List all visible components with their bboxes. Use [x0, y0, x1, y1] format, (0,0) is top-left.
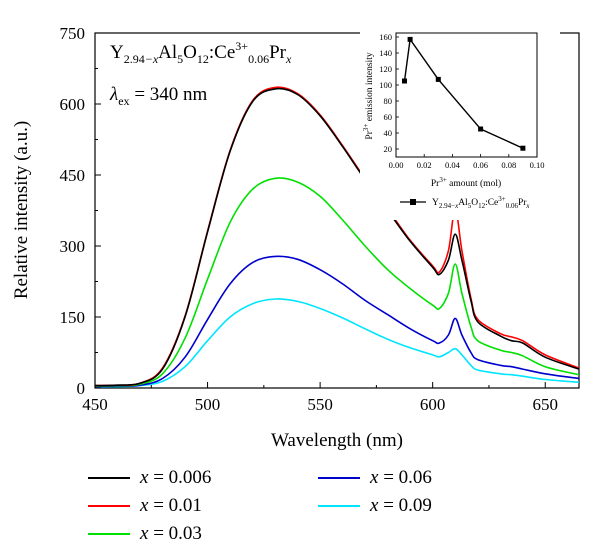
inset-y-tick-label: 120: [379, 64, 392, 74]
legend: x = 0.006 x = 0.01 x = 0.03 x = 0.06 x =…: [0, 462, 600, 552]
series-line-0.03: [94, 177, 580, 387]
legend-item-0.06: x = 0.06: [318, 466, 432, 490]
inset-x-tick-label: 0.00: [389, 160, 404, 170]
legend-swatch: [318, 505, 360, 507]
inset-x-tick-label: 0.10: [530, 160, 545, 170]
formula-annotation: Y2.94−xAl5O12:Ce3+0.06Prx: [110, 39, 292, 66]
inset-x-tick-label: 0.06: [473, 160, 488, 170]
inset-y-tick-label: 80: [384, 96, 393, 106]
main-y-tick-label: 750: [60, 24, 86, 43]
legend-label: x = 0.09: [370, 495, 432, 516]
main-x-tick-label: 450: [82, 395, 108, 414]
excitation-annotation: λex = 340 nm: [109, 84, 208, 108]
main-x-tick-label: 600: [420, 395, 446, 414]
legend-swatch: [88, 533, 130, 535]
inset-plot-frame: [395, 32, 538, 158]
main-y-tick-label: 600: [60, 95, 86, 114]
inset-data-point: [407, 36, 413, 42]
inset-y-ticks: 20 40 60 80 100 120 140 160: [379, 32, 399, 154]
legend-label: x = 0.06: [370, 467, 432, 488]
inset-legend-marker: [410, 199, 416, 205]
main-y-tick-label: 0: [77, 379, 86, 398]
inset-background: [360, 30, 560, 220]
inset-y-tick-label: 160: [379, 32, 392, 42]
series-line-0.09: [94, 298, 580, 388]
legend-item-0.03: x = 0.03: [88, 522, 202, 546]
legend-label: x = 0.006: [140, 467, 212, 488]
legend-item-0.006: x = 0.006: [88, 466, 211, 490]
main-y-ticks: 0 150 300 450 600 750: [60, 24, 101, 398]
inset-data-point: [402, 78, 407, 84]
inset-x-tick-label: 0.02: [417, 160, 432, 170]
inset-x-ticks: 0.00 0.02 0.04 0.06 0.08 0.10: [389, 154, 545, 170]
inset-data-point: [520, 145, 526, 151]
main-x-axis-label: Wavelength (nm): [271, 430, 403, 451]
inset-data-point: [435, 76, 441, 82]
main-chart: 450 500 550 600 650 0 150 300 450 600 750 Wavelen…: [11, 24, 580, 451]
main-y-tick-label: 300: [60, 237, 86, 256]
inset-y-tick-label: 140: [379, 48, 392, 58]
main-y-tick-label: 150: [60, 308, 86, 327]
inset-chart: 0.00 0.02 0.04 0.06 0.08 0.10 20 40 60 80 100 120 1…: [360, 30, 560, 220]
inset-y-tick-label: 100: [379, 80, 392, 90]
inset-x-tick-label: 0.04: [445, 160, 461, 170]
main-y-axis-label: Relative intensity (a.u.): [11, 121, 32, 299]
inset-x-tick-label: 0.08: [501, 160, 516, 170]
legend-swatch: [318, 477, 360, 479]
series-line-0.06: [94, 255, 580, 388]
legend-item-0.09: x = 0.09: [318, 494, 432, 518]
inset-y-axis-label: Pr3+ emission intensity: [362, 52, 375, 139]
main-x-tick-label: 500: [195, 395, 221, 414]
inset-y-tick-label: 60: [384, 112, 393, 122]
main-x-tick-label: 550: [307, 395, 333, 414]
inset-y-tick-label: 40: [384, 128, 393, 138]
main-curves: [94, 86, 580, 388]
inset-legend: Y2.94−xAl5O12:Ce3+0.06Prx: [400, 195, 530, 210]
main-x-tick-label: 650: [532, 395, 558, 414]
inset-points: [402, 36, 526, 151]
main-x-ticks: 450 500 550 600 650: [82, 382, 558, 414]
main-y-tick-label: 450: [60, 166, 86, 185]
inset-y-tick-label: 20: [384, 144, 393, 154]
legend-label: x = 0.01: [140, 495, 202, 516]
legend-swatch: [88, 477, 130, 479]
inset-x-axis-label: Pr3+ amount (mol): [431, 176, 501, 189]
legend-item-0.01: x = 0.01: [88, 494, 202, 518]
inset-legend-label: Y2.94−xAl5O12:Ce3+0.06Prx: [432, 195, 530, 210]
legend-swatch: [88, 505, 130, 507]
legend-label: x = 0.03: [140, 523, 202, 544]
inset-data-point: [478, 126, 484, 132]
